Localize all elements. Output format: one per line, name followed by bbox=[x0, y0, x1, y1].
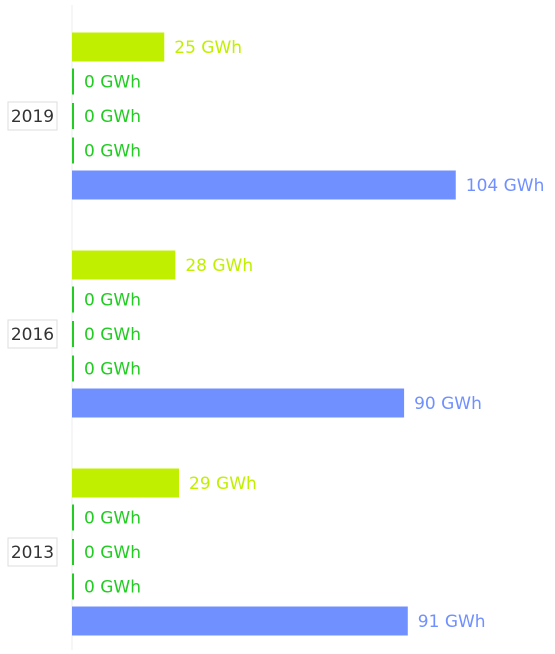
value-label: 0 GWh bbox=[84, 360, 141, 380]
value-label: 28 GWh bbox=[185, 256, 253, 276]
bar bbox=[72, 321, 74, 347]
value-label: 0 GWh bbox=[84, 325, 141, 345]
bar bbox=[72, 539, 74, 565]
category-label: 2013 bbox=[11, 543, 54, 563]
bar bbox=[72, 170, 456, 200]
bar bbox=[72, 137, 74, 164]
value-label: 91 GWh bbox=[418, 612, 486, 632]
category-label: 2016 bbox=[11, 325, 54, 345]
value-label: 0 GWh bbox=[84, 73, 141, 93]
category-box bbox=[7, 101, 58, 131]
bar bbox=[72, 606, 408, 636]
value-label: 29 GWh bbox=[189, 474, 257, 494]
bar bbox=[72, 250, 176, 280]
bar bbox=[72, 32, 165, 62]
category-box bbox=[7, 537, 58, 567]
bar bbox=[72, 504, 74, 531]
bar bbox=[72, 103, 74, 129]
value-label: 0 GWh bbox=[84, 107, 141, 127]
category-box bbox=[7, 319, 58, 349]
bar bbox=[72, 355, 74, 382]
value-label: 0 GWh bbox=[84, 509, 141, 529]
category-label: 2019 bbox=[11, 107, 54, 127]
value-label: 0 GWh bbox=[84, 543, 141, 563]
bar bbox=[72, 68, 74, 95]
value-label: 104 GWh bbox=[466, 176, 545, 196]
bar bbox=[72, 388, 405, 418]
bar bbox=[72, 573, 74, 600]
value-label: 90 GWh bbox=[414, 394, 482, 414]
value-label: 0 GWh bbox=[84, 291, 141, 311]
bar bbox=[72, 286, 74, 313]
bar bbox=[72, 468, 180, 498]
value-label: 25 GWh bbox=[174, 38, 242, 58]
value-label: 0 GWh bbox=[84, 578, 141, 598]
value-label: 0 GWh bbox=[84, 142, 141, 162]
